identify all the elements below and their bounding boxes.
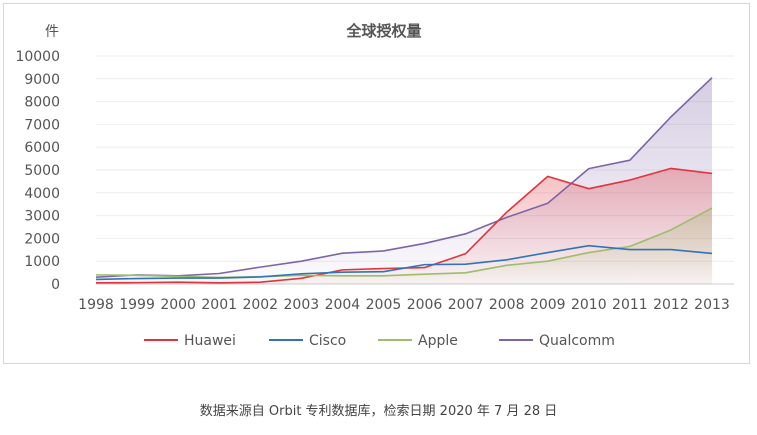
patent-grant-chart: 全球授权量 件 0 1000 2000 3000 4000 5000 6000 7000 800… [15, 22, 734, 349]
chart-title: 全球授权量 [345, 22, 421, 40]
x-tick-label: 2012 [653, 297, 689, 313]
x-tick-label: 2005 [366, 297, 402, 313]
x-tick-label: 2007 [448, 297, 484, 313]
source-caption: 数据来源自 Orbit 专利数据库，检索日期 2020 年 7 月 28 日 [199, 404, 558, 419]
y-axis-unit-label: 件 [45, 24, 59, 40]
y-tick-label: 2000 [24, 231, 60, 247]
y-tick-label: 1000 [24, 254, 60, 270]
line-cisco [95, 244, 713, 281]
x-tick-label: 2001 [201, 297, 237, 313]
area-apple [96, 208, 712, 284]
legend-label: Qualcomm [539, 333, 615, 349]
legend-item-huawei[interactable]: Huawei [144, 333, 236, 349]
x-tick-label: 2000 [160, 297, 196, 313]
y-tick-label: 8000 [24, 95, 60, 111]
area-huawei [96, 168, 712, 284]
y-tick-label: 5000 [24, 163, 60, 179]
line-qualcomm [95, 77, 713, 278]
y-tick-label: 6000 [24, 140, 60, 156]
x-tick-label: 2011 [612, 297, 648, 313]
series-areas [96, 77, 712, 284]
x-tick-label: 2004 [325, 297, 361, 313]
chart-panel: 全球授权量 件 0 1000 2000 3000 4000 5000 6000 7000 800… [3, 3, 750, 364]
x-tick-label: 2009 [530, 297, 566, 313]
y-tick-label: 7000 [24, 117, 60, 133]
legend-item-qualcomm[interactable]: Qualcomm [499, 333, 615, 349]
line-apple [95, 207, 713, 279]
y-tick-label: 0 [51, 277, 60, 293]
x-tick-label: 1999 [119, 297, 155, 313]
x-tick-label: 2006 [407, 297, 443, 313]
x-tick-label: 2008 [489, 297, 525, 313]
x-tick-label: 2003 [284, 297, 320, 313]
y-axis-ticks: 0 1000 2000 3000 4000 5000 6000 7000 8000 9000 100… [15, 49, 60, 293]
x-axis-ticks: 1998 1999 2000 2001 2002 2003 2004 2005 2006 2007… [78, 297, 730, 313]
x-tick-label: 2002 [242, 297, 278, 313]
y-tick-label: 4000 [24, 186, 60, 202]
legend-item-cisco[interactable]: Cisco [269, 333, 346, 349]
x-tick-label: 2013 [694, 297, 730, 313]
legend-label: Huawei [184, 333, 236, 349]
legend-label: Apple [418, 333, 458, 349]
legend-item-apple[interactable]: Apple [378, 333, 458, 349]
y-tick-label: 3000 [24, 209, 60, 225]
y-tick-label: 9000 [24, 72, 60, 88]
x-tick-label: 1998 [78, 297, 114, 313]
y-tick-label: 10000 [15, 49, 60, 65]
legend: Huawei Cisco Apple Qualcomm [144, 333, 615, 349]
legend-label: Cisco [309, 333, 346, 349]
x-tick-label: 2010 [571, 297, 607, 313]
grid-lines [96, 55, 734, 285]
series-lines [95, 77, 713, 284]
